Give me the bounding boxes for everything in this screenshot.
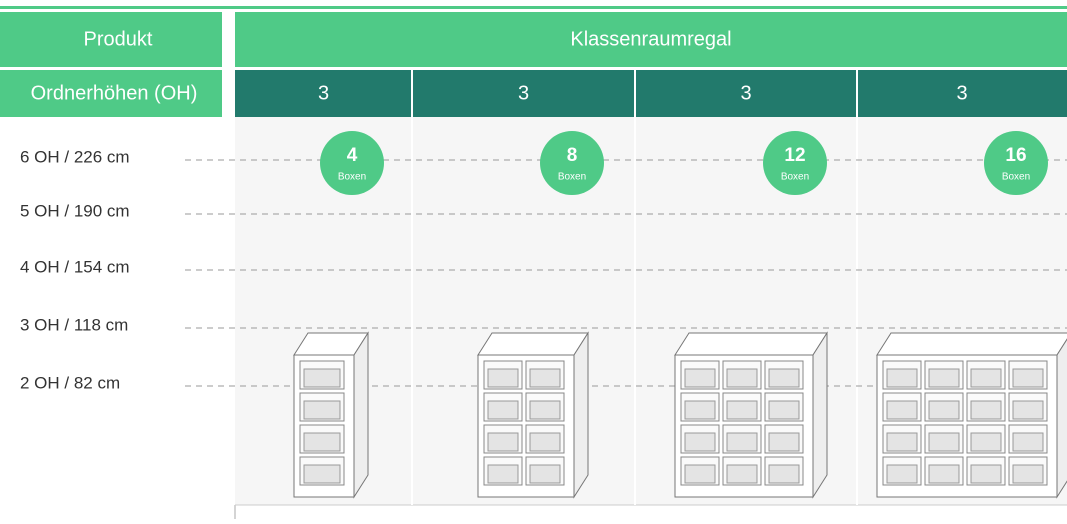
box-count: 8 <box>567 145 578 166</box>
box <box>529 368 561 388</box>
box <box>768 464 800 484</box>
box-badge <box>540 131 604 195</box>
box <box>726 464 758 484</box>
box <box>970 368 1002 388</box>
column-header: 3 <box>740 82 751 104</box>
header-cell <box>235 70 1067 117</box>
shelf-side <box>812 331 828 499</box>
row-label: 2 OH / 82 cm <box>20 373 120 392</box>
box-badge <box>763 131 827 195</box>
top-rule <box>0 6 1067 9</box>
box <box>928 400 960 420</box>
box-count: 12 <box>784 145 805 166</box>
box <box>726 400 758 420</box>
box <box>487 400 519 420</box>
box <box>768 400 800 420</box>
box-badge <box>984 131 1048 195</box>
box <box>768 432 800 452</box>
box <box>1012 368 1044 388</box>
box-unit: Boxen <box>1002 172 1030 183</box>
box <box>1012 464 1044 484</box>
box <box>303 464 341 484</box>
box <box>1012 400 1044 420</box>
box <box>886 432 918 452</box>
box <box>303 400 341 420</box>
box <box>684 368 716 388</box>
box-count: 4 <box>347 145 358 166</box>
box <box>529 400 561 420</box>
box <box>886 400 918 420</box>
box <box>303 368 341 388</box>
box <box>684 464 716 484</box>
row-label: 4 OH / 154 cm <box>20 257 130 276</box>
shelf-side <box>1056 338 1067 499</box>
box-count: 16 <box>1005 145 1026 166</box>
box <box>886 368 918 388</box>
box <box>928 464 960 484</box>
box <box>487 368 519 388</box>
box <box>970 464 1002 484</box>
box <box>886 464 918 484</box>
row-label: 5 OH / 190 cm <box>20 201 130 220</box>
shelf-top <box>674 332 828 356</box>
column-header: 3 <box>956 82 967 104</box>
shelf-side <box>573 331 589 499</box>
shelf-top <box>477 332 589 356</box>
box <box>970 432 1002 452</box>
box <box>768 368 800 388</box>
column-header: 3 <box>518 82 529 104</box>
row-label: 6 OH / 226 cm <box>20 147 130 166</box>
column-header: 3 <box>318 82 329 104</box>
shelf-side <box>353 331 369 499</box>
box <box>1012 432 1044 452</box>
box <box>928 368 960 388</box>
header-text: Ordnerhöhen (OH) <box>31 82 198 104</box>
box <box>928 432 960 452</box>
header-cell <box>0 70 222 117</box>
box <box>487 464 519 484</box>
header-text: Klassenraumregal <box>570 28 731 50</box>
box-unit: Boxen <box>338 172 366 183</box>
box-badge <box>320 131 384 195</box>
box-unit: Boxen <box>558 172 586 183</box>
header-cell <box>235 12 1067 67</box>
header-cell <box>0 12 222 67</box>
box <box>684 400 716 420</box>
box <box>684 432 716 452</box>
box <box>726 432 758 452</box>
box <box>303 432 341 452</box>
header-text: Produkt <box>84 28 153 50</box>
row-label: 3 OH / 118 cm <box>20 315 128 334</box>
box <box>970 400 1002 420</box>
box <box>529 464 561 484</box>
box <box>726 368 758 388</box>
shelf-top <box>876 332 1067 356</box>
box <box>529 432 561 452</box>
box <box>487 432 519 452</box>
box-unit: Boxen <box>781 172 809 183</box>
